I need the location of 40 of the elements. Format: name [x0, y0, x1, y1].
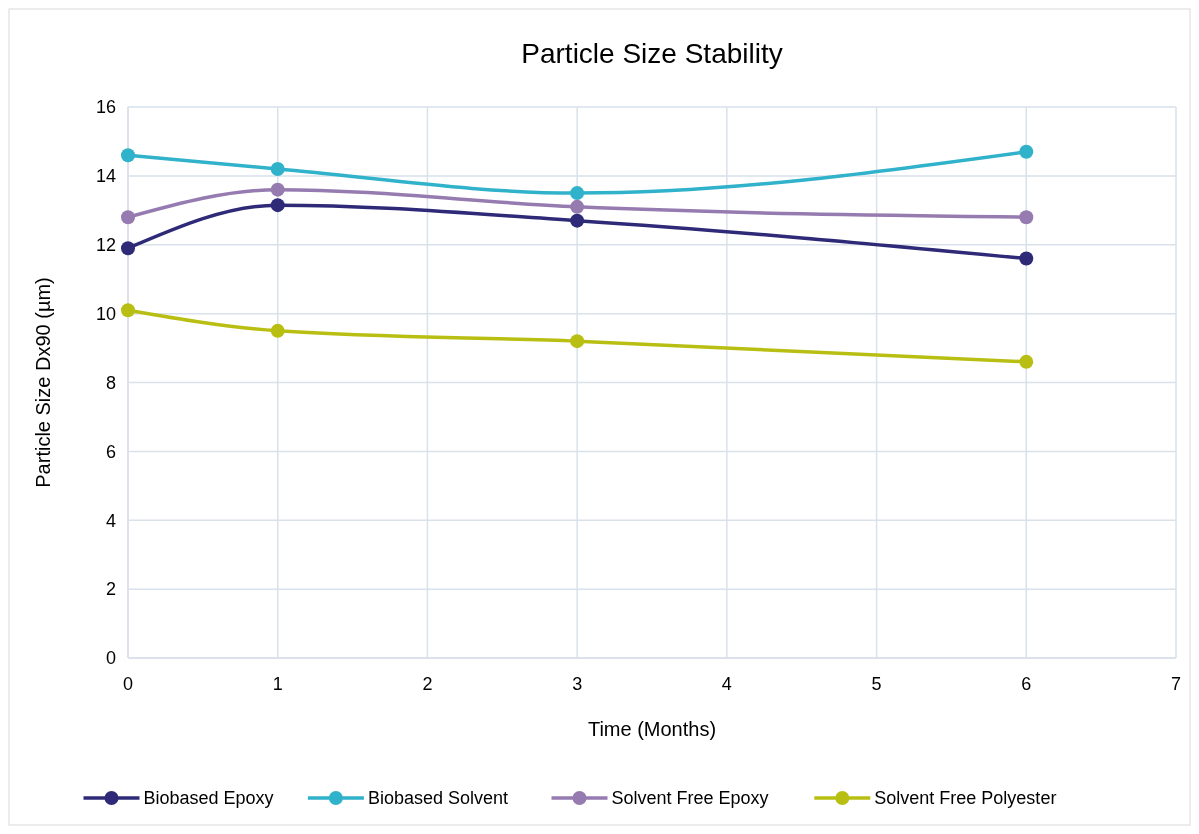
point: [570, 199, 585, 214]
legend-label: Solvent Free Polyester: [874, 788, 1057, 809]
point: [1019, 210, 1034, 225]
point: [121, 210, 135, 225]
point: [1019, 144, 1034, 159]
y-tick-label: 14: [95, 166, 116, 187]
y-tick-label: 2: [105, 579, 116, 600]
point: [570, 334, 585, 349]
y-tick-label: 0: [105, 648, 116, 669]
y-axis-title: Particle Size Dx90 (µm): [32, 277, 54, 488]
point: [270, 323, 285, 338]
y-tick-label: 6: [105, 441, 116, 462]
point: [121, 303, 135, 318]
x-tick-label: 7: [1170, 674, 1182, 694]
point: [570, 186, 585, 201]
point: [270, 182, 285, 197]
y-tick-label: 8: [105, 372, 116, 393]
x-tick-label: 0: [122, 674, 134, 694]
x-tick-label: 6: [1021, 674, 1032, 694]
x-tick-label: 3: [572, 674, 583, 694]
chart-title: Particle Size Stability: [521, 38, 783, 69]
x-axis-title: Time (Months): [587, 718, 717, 740]
y-tick-label: 16: [95, 97, 116, 118]
legend-label: Solvent Free Epoxy: [611, 788, 769, 809]
y-tick-label: 4: [105, 510, 116, 531]
x-tick-label: 5: [871, 674, 882, 694]
x-tick-label: 1: [272, 674, 283, 694]
y-tick-label: 12: [95, 235, 116, 256]
legend-label: Biobased Solvent: [367, 788, 509, 809]
point: [1019, 354, 1034, 369]
x-tick-label: 2: [422, 674, 433, 694]
point: [270, 198, 285, 213]
y-tick-label: 10: [95, 303, 116, 324]
legend-label: Biobased Epoxy: [143, 788, 274, 809]
point: [570, 213, 585, 228]
point: [1019, 251, 1034, 266]
point: [121, 148, 135, 163]
point: [121, 241, 135, 256]
x-tick-label: 4: [721, 674, 732, 694]
point: [270, 161, 285, 176]
